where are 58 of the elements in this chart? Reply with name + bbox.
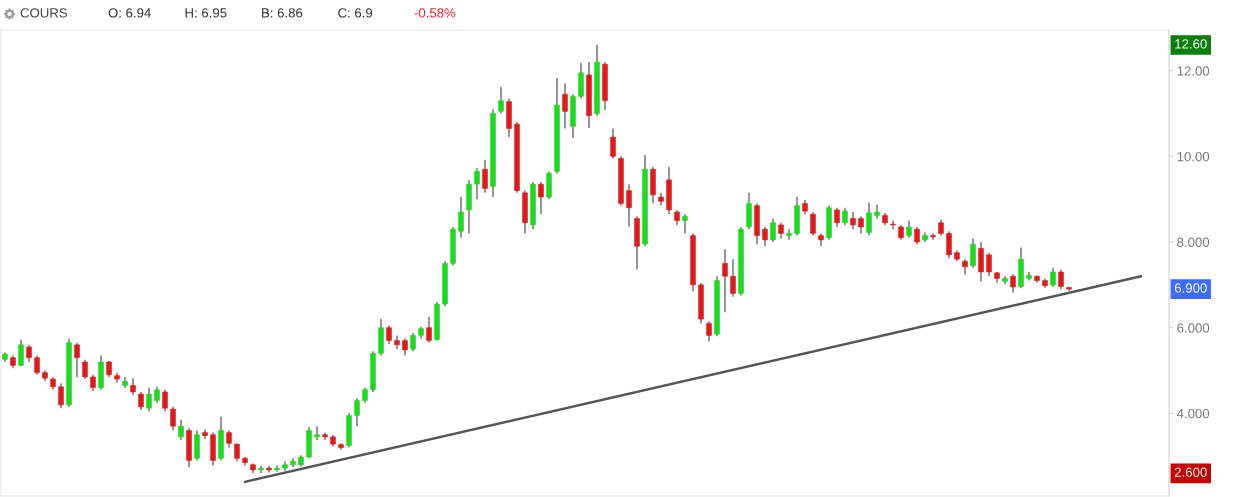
candlestick xyxy=(410,332,416,352)
y-tick-label: 10.00 xyxy=(1177,151,1210,162)
candlestick xyxy=(1010,273,1016,294)
candlestick xyxy=(458,196,464,239)
candlestick xyxy=(546,170,552,200)
text: O: 6.94 xyxy=(108,8,151,18)
candlestick xyxy=(178,419,184,441)
chart-title: COURS xyxy=(20,8,68,18)
candlestick xyxy=(730,258,736,298)
candlestick xyxy=(978,241,984,283)
y-tick-label: 8.000 xyxy=(1177,237,1210,247)
candlestick xyxy=(18,338,24,367)
candlestick xyxy=(746,192,752,230)
text: -0.58% xyxy=(414,8,456,18)
candlestick xyxy=(34,354,40,376)
candlestick xyxy=(762,226,768,247)
y-tick-label: 6.000 xyxy=(1177,323,1210,333)
candlestick xyxy=(82,359,88,380)
annotation: 12.60 xyxy=(1175,39,1207,49)
candlestick xyxy=(194,429,200,462)
annotation: 2.600 xyxy=(1174,467,1207,477)
candlestick xyxy=(1050,267,1056,288)
text: H: 6.95 xyxy=(185,8,227,18)
y-tick-label: 12.00 xyxy=(1177,66,1210,76)
text: C: 6.9 xyxy=(338,8,373,18)
candlestick xyxy=(1058,269,1064,290)
candlestick xyxy=(946,230,952,259)
candlestick xyxy=(474,167,480,200)
candlestick xyxy=(162,389,168,412)
text: B: 6.86 xyxy=(262,8,303,18)
candlestick xyxy=(74,341,80,378)
candlestick xyxy=(866,201,872,237)
candlestick xyxy=(626,183,632,228)
annotation: 6.900 xyxy=(1174,283,1207,293)
candlestick xyxy=(562,82,568,130)
candlestick xyxy=(394,334,400,350)
candlestick xyxy=(58,382,64,409)
candlestick xyxy=(578,62,584,100)
candlestick xyxy=(482,159,488,194)
candlestick xyxy=(986,252,992,277)
candlestick xyxy=(682,213,688,235)
candlestick xyxy=(786,228,792,241)
candlestick xyxy=(170,406,176,432)
candlestick xyxy=(498,86,504,115)
candlestick xyxy=(146,386,152,412)
candlestick xyxy=(834,207,840,228)
candlestick xyxy=(970,237,976,269)
y-tick-label: 4.000 xyxy=(1176,408,1210,419)
candlestick xyxy=(770,217,776,243)
candlestick xyxy=(354,397,360,427)
candlestick xyxy=(538,181,544,215)
candlestick xyxy=(426,316,432,344)
candlestick xyxy=(722,248,728,313)
candlestick xyxy=(314,425,320,441)
candlestick xyxy=(810,211,816,237)
candlestick xyxy=(610,127,616,160)
candlestick xyxy=(386,324,392,345)
candlestick xyxy=(706,320,712,343)
